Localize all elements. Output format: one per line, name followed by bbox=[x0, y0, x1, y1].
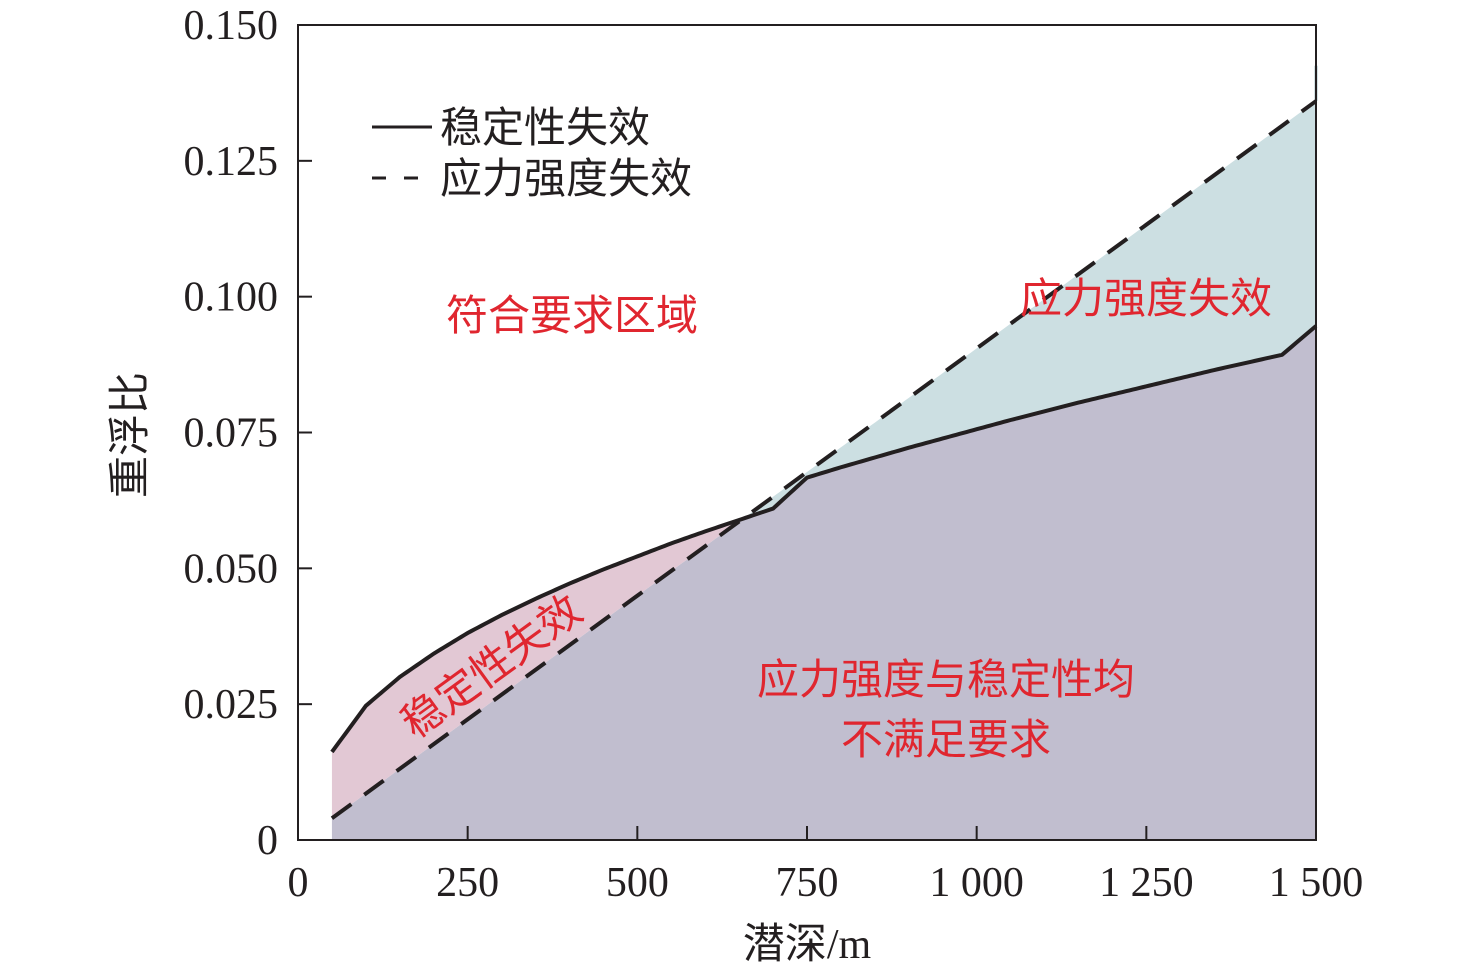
y-tick-label: 0.150 bbox=[184, 3, 279, 49]
y-tick-label: 0.100 bbox=[184, 275, 279, 321]
legend-label: 应力强度失效 bbox=[440, 154, 692, 203]
y-tick-label: 0.050 bbox=[184, 546, 279, 592]
x-tick-label: 1 250 bbox=[1099, 860, 1194, 906]
x-tick-label: 250 bbox=[436, 860, 499, 906]
x-tick-label: 0 bbox=[288, 860, 309, 906]
y-tick-label: 0 bbox=[257, 818, 278, 864]
x-tick-label: 750 bbox=[776, 860, 839, 906]
axis-ticks: 0 250 500 750 1 000 1 250 1 500 0 0.025 0.050 0.07… bbox=[184, 3, 1364, 906]
region-label-strength-fail: 应力强度失效 bbox=[1020, 274, 1272, 323]
region-label-both-fail-line2: 不满足要求 bbox=[841, 715, 1051, 764]
x-tick-label: 1 000 bbox=[929, 860, 1024, 906]
x-tick-label: 500 bbox=[606, 860, 669, 906]
region-label-acceptable: 符合要求区域 bbox=[446, 291, 698, 340]
y-tick-label: 0.125 bbox=[184, 139, 279, 185]
series-lines bbox=[330, 99, 1318, 820]
region-both-fail bbox=[331, 326, 1316, 840]
y-tick-label: 0.075 bbox=[184, 411, 279, 457]
y-tick-label: 0.025 bbox=[184, 682, 279, 728]
x-axis-title: 潜深/m bbox=[743, 922, 872, 968]
y-axis-title: 重浮比 bbox=[105, 372, 154, 498]
legend-label: 稳定性失效 bbox=[440, 103, 650, 152]
series-line-stability bbox=[330, 324, 1318, 754]
x-tick-label: 1 500 bbox=[1269, 860, 1364, 906]
series-line-strength bbox=[330, 99, 1318, 820]
region-label-both-fail-line1: 应力强度与稳定性均 bbox=[757, 655, 1135, 704]
